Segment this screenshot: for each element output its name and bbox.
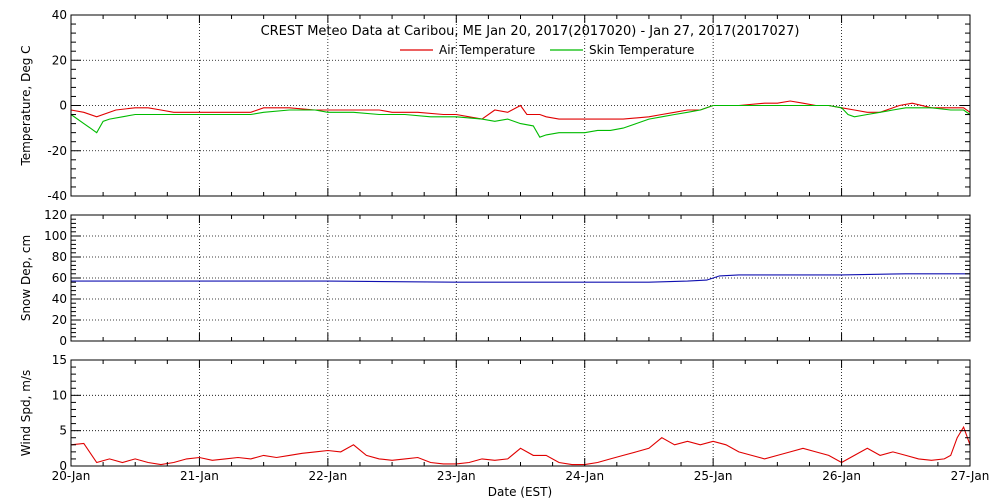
panel-0-y-axis-label: Temperature, Deg C <box>19 45 33 166</box>
panel-0-series-0-line <box>70 100 971 120</box>
x-axis-label: Date (EST) <box>488 485 552 499</box>
x-tick-label: 23-Jan <box>437 469 476 483</box>
x-tick-label: 20-Jan <box>52 469 91 483</box>
panel-2-frame <box>70 359 971 467</box>
panel-0-ytick-label: -40 <box>47 189 67 203</box>
legend-skin-temperature-label: Skin Temperature <box>589 43 694 57</box>
panel-2-y-axis-label: Wind Spd, m/s <box>19 370 33 456</box>
x-tick-label: 26-Jan <box>822 469 861 483</box>
panel-2-ytick-label: 10 <box>52 388 67 402</box>
panel-1-ytick-label: 20 <box>52 313 67 327</box>
panel-2-ytick-label: 5 <box>59 424 67 438</box>
panel-1-frame <box>70 214 971 342</box>
panel-1-series-0-line <box>71 273 970 283</box>
panel-0-ytick-label: -20 <box>47 144 67 158</box>
panel-0-ytick-label: 20 <box>52 53 67 67</box>
panel-0-ytick-label: 40 <box>52 8 67 22</box>
x-tick-label: 25-Jan <box>694 469 733 483</box>
plot-panels: -40 -20 0 20 40 Temperature, Deg C 0 20 40 60 80 10… <box>19 8 989 483</box>
x-tick-label: 21-Jan <box>180 469 219 483</box>
panel-2: 0 5 10 15 Wind Spd, m/s <box>19 353 971 473</box>
panel-1-ytick-label: 80 <box>52 250 67 264</box>
panel-1-ytick-label: 0 <box>59 334 67 348</box>
x-tick-label: 24-Jan <box>565 469 604 483</box>
legend: Air Temperature Skin Temperature <box>400 43 694 57</box>
panel-1-y-axis-label: Snow Dep, cm <box>19 235 33 321</box>
panel-0: -40 -20 0 20 40 Temperature, Deg C <box>19 8 971 203</box>
panel-1-ytick-label: 100 <box>44 229 67 243</box>
panel-1-ytick-label: 40 <box>52 292 67 306</box>
panel-1-ytick-label: 120 <box>44 208 67 222</box>
panel-0-ytick-label: 0 <box>59 99 67 113</box>
panel-1-ytick-label: 60 <box>52 271 67 285</box>
panel-2-ytick-label: 15 <box>52 353 67 367</box>
panel-1: 0 20 40 60 80 100 120 Snow Dep, cm <box>19 208 971 348</box>
x-tick-label: 27-Jan <box>951 469 990 483</box>
legend-air-temperature-label: Air Temperature <box>439 43 535 57</box>
panel-2-series-0-line <box>70 425 971 466</box>
x-tick-label: 22-Jan <box>308 469 347 483</box>
chart-title: CREST Meteo Data at Caribou, ME Jan 20, … <box>261 24 800 39</box>
panel-2-ytick-label: 0 <box>59 459 67 473</box>
panel-0-series-1-line <box>70 104 971 138</box>
